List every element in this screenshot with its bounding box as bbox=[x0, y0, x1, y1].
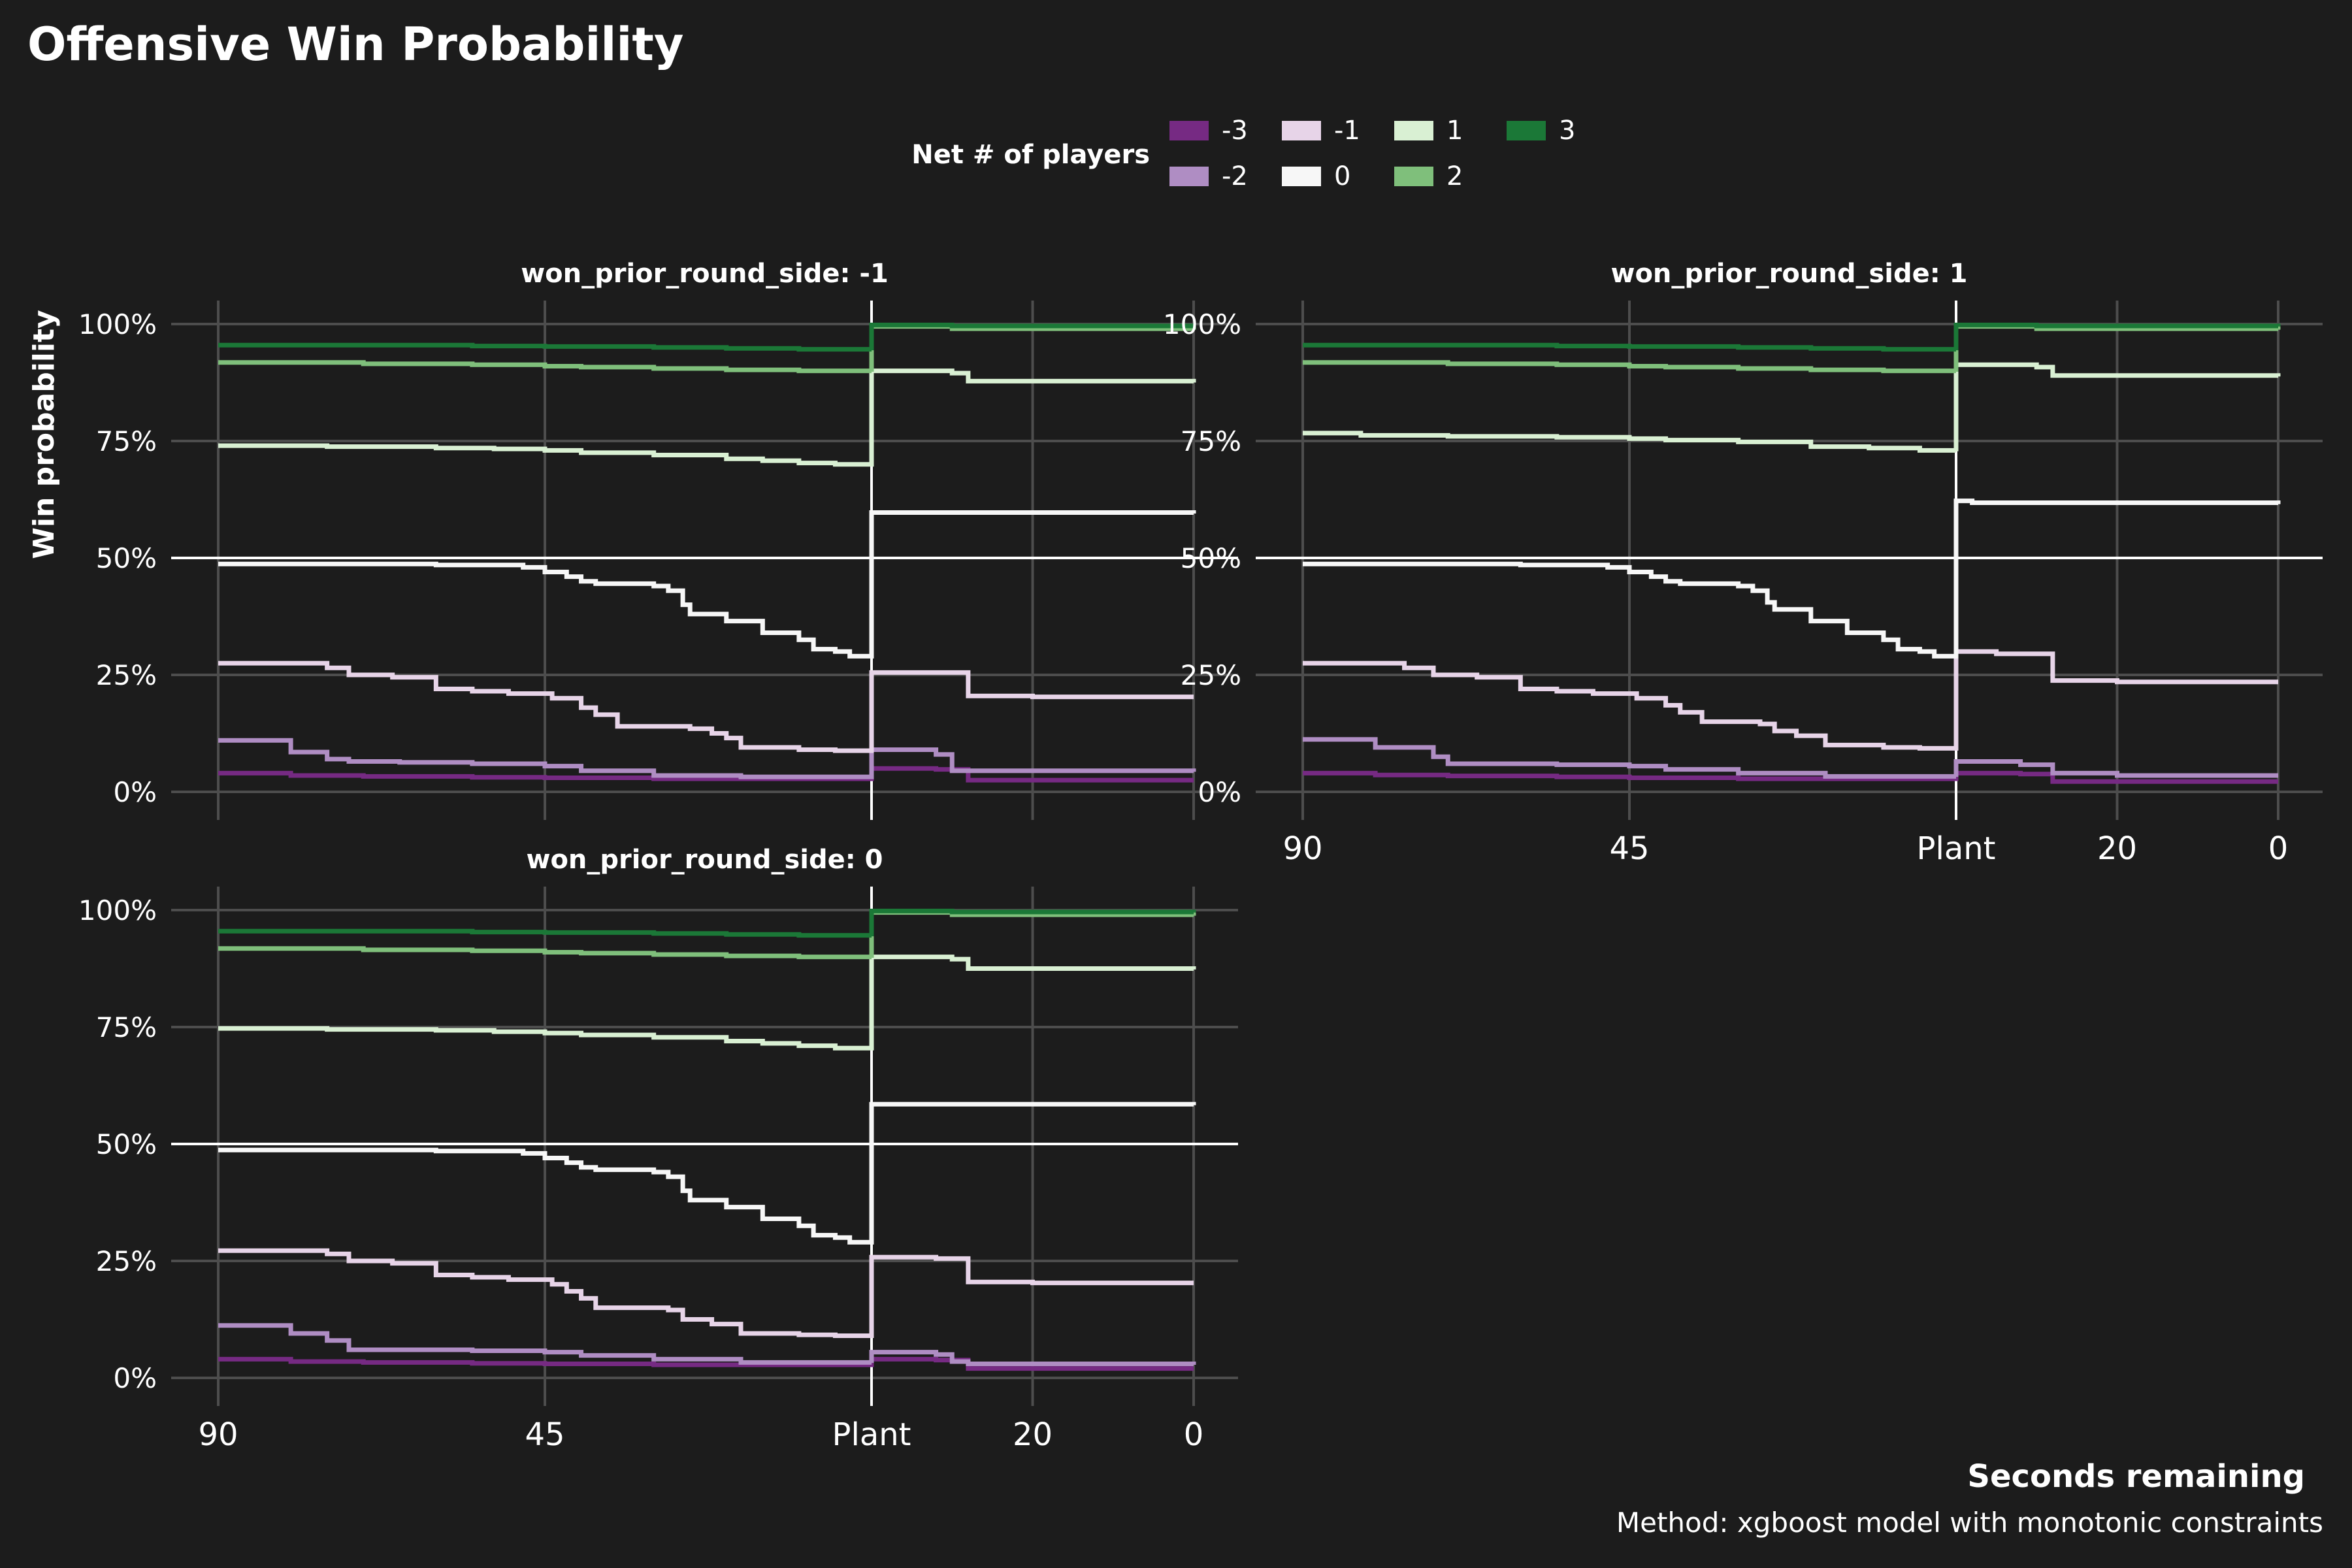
x-tick-label: 45 bbox=[525, 1416, 564, 1453]
chart-title: Offensive Win Probability bbox=[27, 18, 684, 71]
x-tick-label: 90 bbox=[198, 1416, 238, 1453]
y-tick-label: 25% bbox=[96, 659, 157, 691]
legend-swatch--3 bbox=[1169, 121, 1209, 140]
series-line--1 bbox=[218, 1248, 1194, 1339]
series-line-3 bbox=[218, 908, 1196, 938]
y-tick-label: 100% bbox=[78, 308, 157, 340]
panel-3: won_prior_round_side: 0 0% 25% 50% 75% 100% 90… bbox=[78, 845, 1238, 1453]
y-tick-label: 50% bbox=[1181, 542, 1241, 574]
y-tick-label: 50% bbox=[96, 542, 157, 574]
y-tick-label: 50% bbox=[96, 1128, 157, 1160]
legend-swatch--2 bbox=[1169, 167, 1209, 186]
y-tick-label: 0% bbox=[113, 776, 157, 808]
series-line--3 bbox=[218, 766, 1194, 783]
series-line-1 bbox=[218, 955, 1196, 1051]
y-tick-label: 100% bbox=[78, 894, 157, 926]
y-tick-label: 25% bbox=[96, 1245, 157, 1277]
series-line-0 bbox=[218, 1102, 1196, 1245]
legend-swatch-0 bbox=[1282, 167, 1321, 186]
series-line-3 bbox=[1303, 322, 2281, 352]
legend-title: Net # of players bbox=[911, 140, 1150, 170]
x-tick-label: 0 bbox=[2268, 830, 2289, 867]
series-line--3 bbox=[218, 1356, 1194, 1371]
gridlines bbox=[171, 887, 1238, 1406]
gridlines bbox=[171, 301, 1238, 820]
x-tick-label: 90 bbox=[1282, 830, 1322, 867]
y-tick-label: 75% bbox=[96, 1011, 157, 1043]
legend-swatch-3 bbox=[1507, 121, 1546, 140]
legend-label-0: 0 bbox=[1334, 161, 1350, 191]
legend-swatch--1 bbox=[1282, 121, 1321, 140]
panel-1: won_prior_round_side: -1 0% 25% 50% 75% 100% bbox=[78, 259, 1238, 820]
series-line-0 bbox=[218, 510, 1196, 659]
legend-label-2: 2 bbox=[1446, 161, 1463, 191]
series-line--2 bbox=[1303, 737, 2278, 779]
gridlines bbox=[1256, 301, 2323, 820]
panel-strip-label: won_prior_round_side: 1 bbox=[1610, 259, 1967, 289]
x-tick-label: 0 bbox=[1184, 1416, 1204, 1453]
y-tick-label: 0% bbox=[1198, 776, 1241, 808]
series-line-1 bbox=[218, 368, 1196, 467]
x-tick-label: 20 bbox=[2097, 830, 2137, 867]
series-line--1 bbox=[218, 661, 1194, 753]
legend-label-3: 3 bbox=[1559, 116, 1575, 146]
x-axis-label: Seconds remaining bbox=[1967, 1458, 2305, 1495]
y-tick-label: 0% bbox=[113, 1362, 157, 1394]
series-line--2 bbox=[218, 738, 1196, 779]
legend-label--3: -3 bbox=[1222, 116, 1248, 146]
x-tick-label: Plant bbox=[1917, 830, 1996, 867]
legend-label--1: -1 bbox=[1334, 116, 1360, 146]
caption: Method: xgboost model with monotonic con… bbox=[1616, 1507, 2323, 1539]
y-axis-label: Win probability bbox=[27, 310, 61, 559]
y-tick-label: 25% bbox=[1181, 659, 1241, 691]
series-line--1 bbox=[1303, 649, 2278, 751]
y-tick-label: 75% bbox=[96, 425, 157, 457]
series-line--2 bbox=[218, 1323, 1196, 1367]
panel-strip-label: won_prior_round_side: -1 bbox=[521, 259, 889, 289]
x-tick-label: Plant bbox=[832, 1416, 911, 1453]
y-tick-label: 75% bbox=[1181, 425, 1241, 457]
series-line-1 bbox=[1303, 362, 2281, 453]
legend: Net # of players -3 -2 -1 0 1 2 3 bbox=[911, 116, 1575, 191]
y-tick-label: 100% bbox=[1163, 308, 1241, 340]
series-line-3 bbox=[218, 322, 1196, 352]
panel-strip-label: won_prior_round_side: 0 bbox=[526, 845, 883, 875]
legend-swatch-1 bbox=[1394, 121, 1433, 140]
x-tick-label: 20 bbox=[1013, 1416, 1053, 1453]
legend-label--2: -2 bbox=[1222, 161, 1248, 191]
series-line-0 bbox=[1303, 498, 2281, 659]
panel-2: won_prior_round_side: 1 0% 25% 50% 75% 100% 90… bbox=[1163, 259, 2323, 867]
legend-swatch-2 bbox=[1394, 167, 1433, 186]
series-line--3 bbox=[1303, 770, 2278, 784]
legend-label-1: 1 bbox=[1446, 116, 1463, 146]
x-tick-label: 45 bbox=[1609, 830, 1649, 867]
